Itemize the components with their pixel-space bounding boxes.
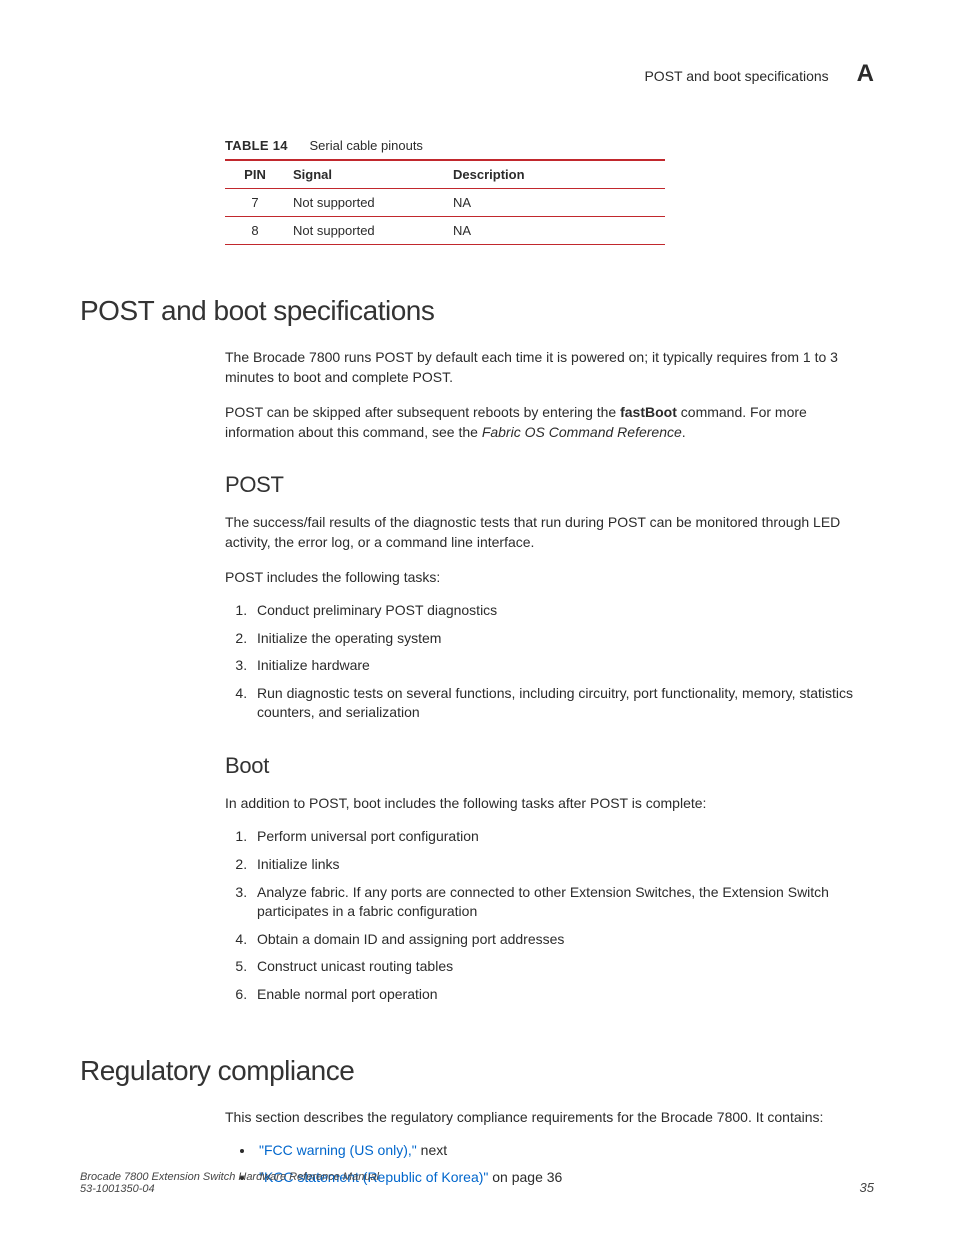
- col-description: Description: [445, 160, 665, 189]
- page-footer: Brocade 7800 Extension Switch Hardware R…: [80, 1171, 874, 1195]
- doc-reference: Fabric OS Command Reference: [482, 424, 682, 440]
- cell-pin: 8: [225, 217, 285, 245]
- list-item: Initialize hardware: [251, 656, 874, 676]
- table-row: 8 Not supported NA: [225, 217, 665, 245]
- running-header: POST and boot specifications A: [80, 60, 874, 88]
- list-item: "FCC warning (US only)," next: [255, 1141, 874, 1161]
- list-item: Run diagnostic tests on several function…: [251, 684, 874, 723]
- cell-desc: NA: [445, 217, 665, 245]
- post-task-list: Conduct preliminary POST diagnostics Ini…: [225, 601, 874, 723]
- list-item: Conduct preliminary POST diagnostics: [251, 601, 874, 621]
- boot-task-list: Perform universal port configuration Ini…: [225, 827, 874, 1004]
- table-label: TABLE 14: [225, 138, 288, 153]
- list-item: Enable normal port operation: [251, 985, 874, 1005]
- text: next: [417, 1142, 447, 1158]
- list-item: Construct unicast routing tables: [251, 957, 874, 977]
- paragraph: POST can be skipped after subsequent reb…: [225, 402, 874, 443]
- page-number: 35: [860, 1180, 874, 1195]
- col-signal: Signal: [285, 160, 445, 189]
- list-item: Perform universal port configuration: [251, 827, 874, 847]
- paragraph: The Brocade 7800 runs POST by default ea…: [225, 347, 874, 388]
- table-title: Serial cable pinouts: [309, 138, 422, 153]
- table-row: 7 Not supported NA: [225, 189, 665, 217]
- list-item: Obtain a domain ID and assigning port ad…: [251, 930, 874, 950]
- doc-number: 53-1001350-04: [80, 1183, 379, 1195]
- command-name: fastBoot: [620, 404, 677, 420]
- cell-pin: 7: [225, 189, 285, 217]
- list-item: Analyze fabric. If any ports are connect…: [251, 883, 874, 922]
- cell-signal: Not supported: [285, 217, 445, 245]
- heading-boot: Boot: [225, 753, 874, 779]
- table-header-row: PIN Signal Description: [225, 160, 665, 189]
- cell-desc: NA: [445, 189, 665, 217]
- post-boot-body: The Brocade 7800 runs POST by default ea…: [225, 347, 874, 1005]
- manual-title: Brocade 7800 Extension Switch Hardware R…: [80, 1171, 379, 1183]
- list-item: Initialize links: [251, 855, 874, 875]
- paragraph: The success/fail results of the diagnost…: [225, 512, 874, 553]
- cell-signal: Not supported: [285, 189, 445, 217]
- table-caption: TABLE 14 Serial cable pinouts: [225, 138, 874, 153]
- paragraph: This section describes the regulatory co…: [225, 1107, 874, 1127]
- paragraph: In addition to POST, boot includes the f…: [225, 793, 874, 813]
- running-title: POST and boot specifications: [644, 68, 828, 84]
- link-fcc-warning[interactable]: "FCC warning (US only),": [259, 1142, 417, 1158]
- list-item: Initialize the operating system: [251, 629, 874, 649]
- heading-regulatory: Regulatory compliance: [80, 1055, 874, 1087]
- table-14-block: TABLE 14 Serial cable pinouts PIN Signal…: [225, 138, 874, 245]
- heading-post-and-boot: POST and boot specifications: [80, 295, 874, 327]
- text: POST can be skipped after subsequent reb…: [225, 404, 620, 420]
- footer-left: Brocade 7800 Extension Switch Hardware R…: [80, 1171, 379, 1195]
- serial-cable-pinouts-table: PIN Signal Description 7 Not supported N…: [225, 159, 665, 245]
- text: .: [682, 424, 686, 440]
- appendix-letter: A: [857, 60, 874, 88]
- col-pin: PIN: [225, 160, 285, 189]
- paragraph: POST includes the following tasks:: [225, 567, 874, 587]
- heading-post: POST: [225, 472, 874, 498]
